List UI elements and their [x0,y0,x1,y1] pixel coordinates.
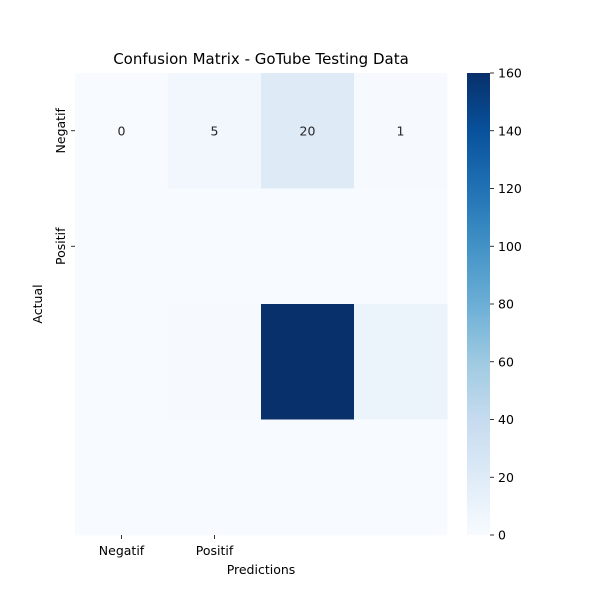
cell-value-label: 1 [397,123,405,138]
x-axis-label: Predictions [227,562,296,577]
heatmap-cell [354,73,448,189]
colorbar-tick-label: 140 [498,123,522,138]
heatmap-cell [261,188,355,305]
x-tick-label: Positif [196,543,234,558]
x-axis: Negatif Positif [99,535,234,558]
y-axis-label: Actual [30,284,45,323]
colorbar-tick-label: 80 [498,297,514,312]
x-tick-label: Negatif [99,543,145,558]
heatmap-cell [354,304,448,420]
cell-value-label: 20 [300,123,316,138]
colorbar: 0 20 40 60 80 100 120 140 160 [467,66,522,543]
colorbar-tick-label: 40 [498,412,514,427]
heatmap-cell [75,304,169,420]
heatmap-cell [75,188,169,305]
colorbar-tick-label: 0 [498,528,506,543]
heatmap-cell [75,73,169,189]
colorbar-tick-label: 120 [498,181,522,196]
heatmap-cell [261,304,355,420]
colorbar-tick-label: 60 [498,354,514,369]
heatmap-cell [75,419,169,536]
colorbar-tick-label: 20 [498,470,514,485]
chart-title: Confusion Matrix - GoTube Testing Data [113,50,409,68]
y-tick-label: Positif [53,227,68,265]
heatmap-cell [168,73,262,189]
heatmap-cell [168,188,262,305]
heatmap-cells [75,73,448,536]
heatmap-cell [168,419,262,536]
heatmap-cell [354,188,448,305]
heatmap-cell [261,419,355,536]
heatmap-cell [261,73,355,189]
colorbar-tick-label: 160 [498,66,522,81]
heatmap-annotations: 0 5 20 1 [118,123,405,138]
y-axis: Negatif Positif [53,107,75,265]
heatmap-cell [168,304,262,420]
cell-value-label: 5 [211,123,219,138]
colorbar-tick-label: 100 [498,239,522,254]
heatmap-cell [354,419,448,536]
cell-value-label: 0 [118,123,126,138]
y-tick-label: Negatif [53,107,68,153]
colorbar-bar [467,73,490,535]
